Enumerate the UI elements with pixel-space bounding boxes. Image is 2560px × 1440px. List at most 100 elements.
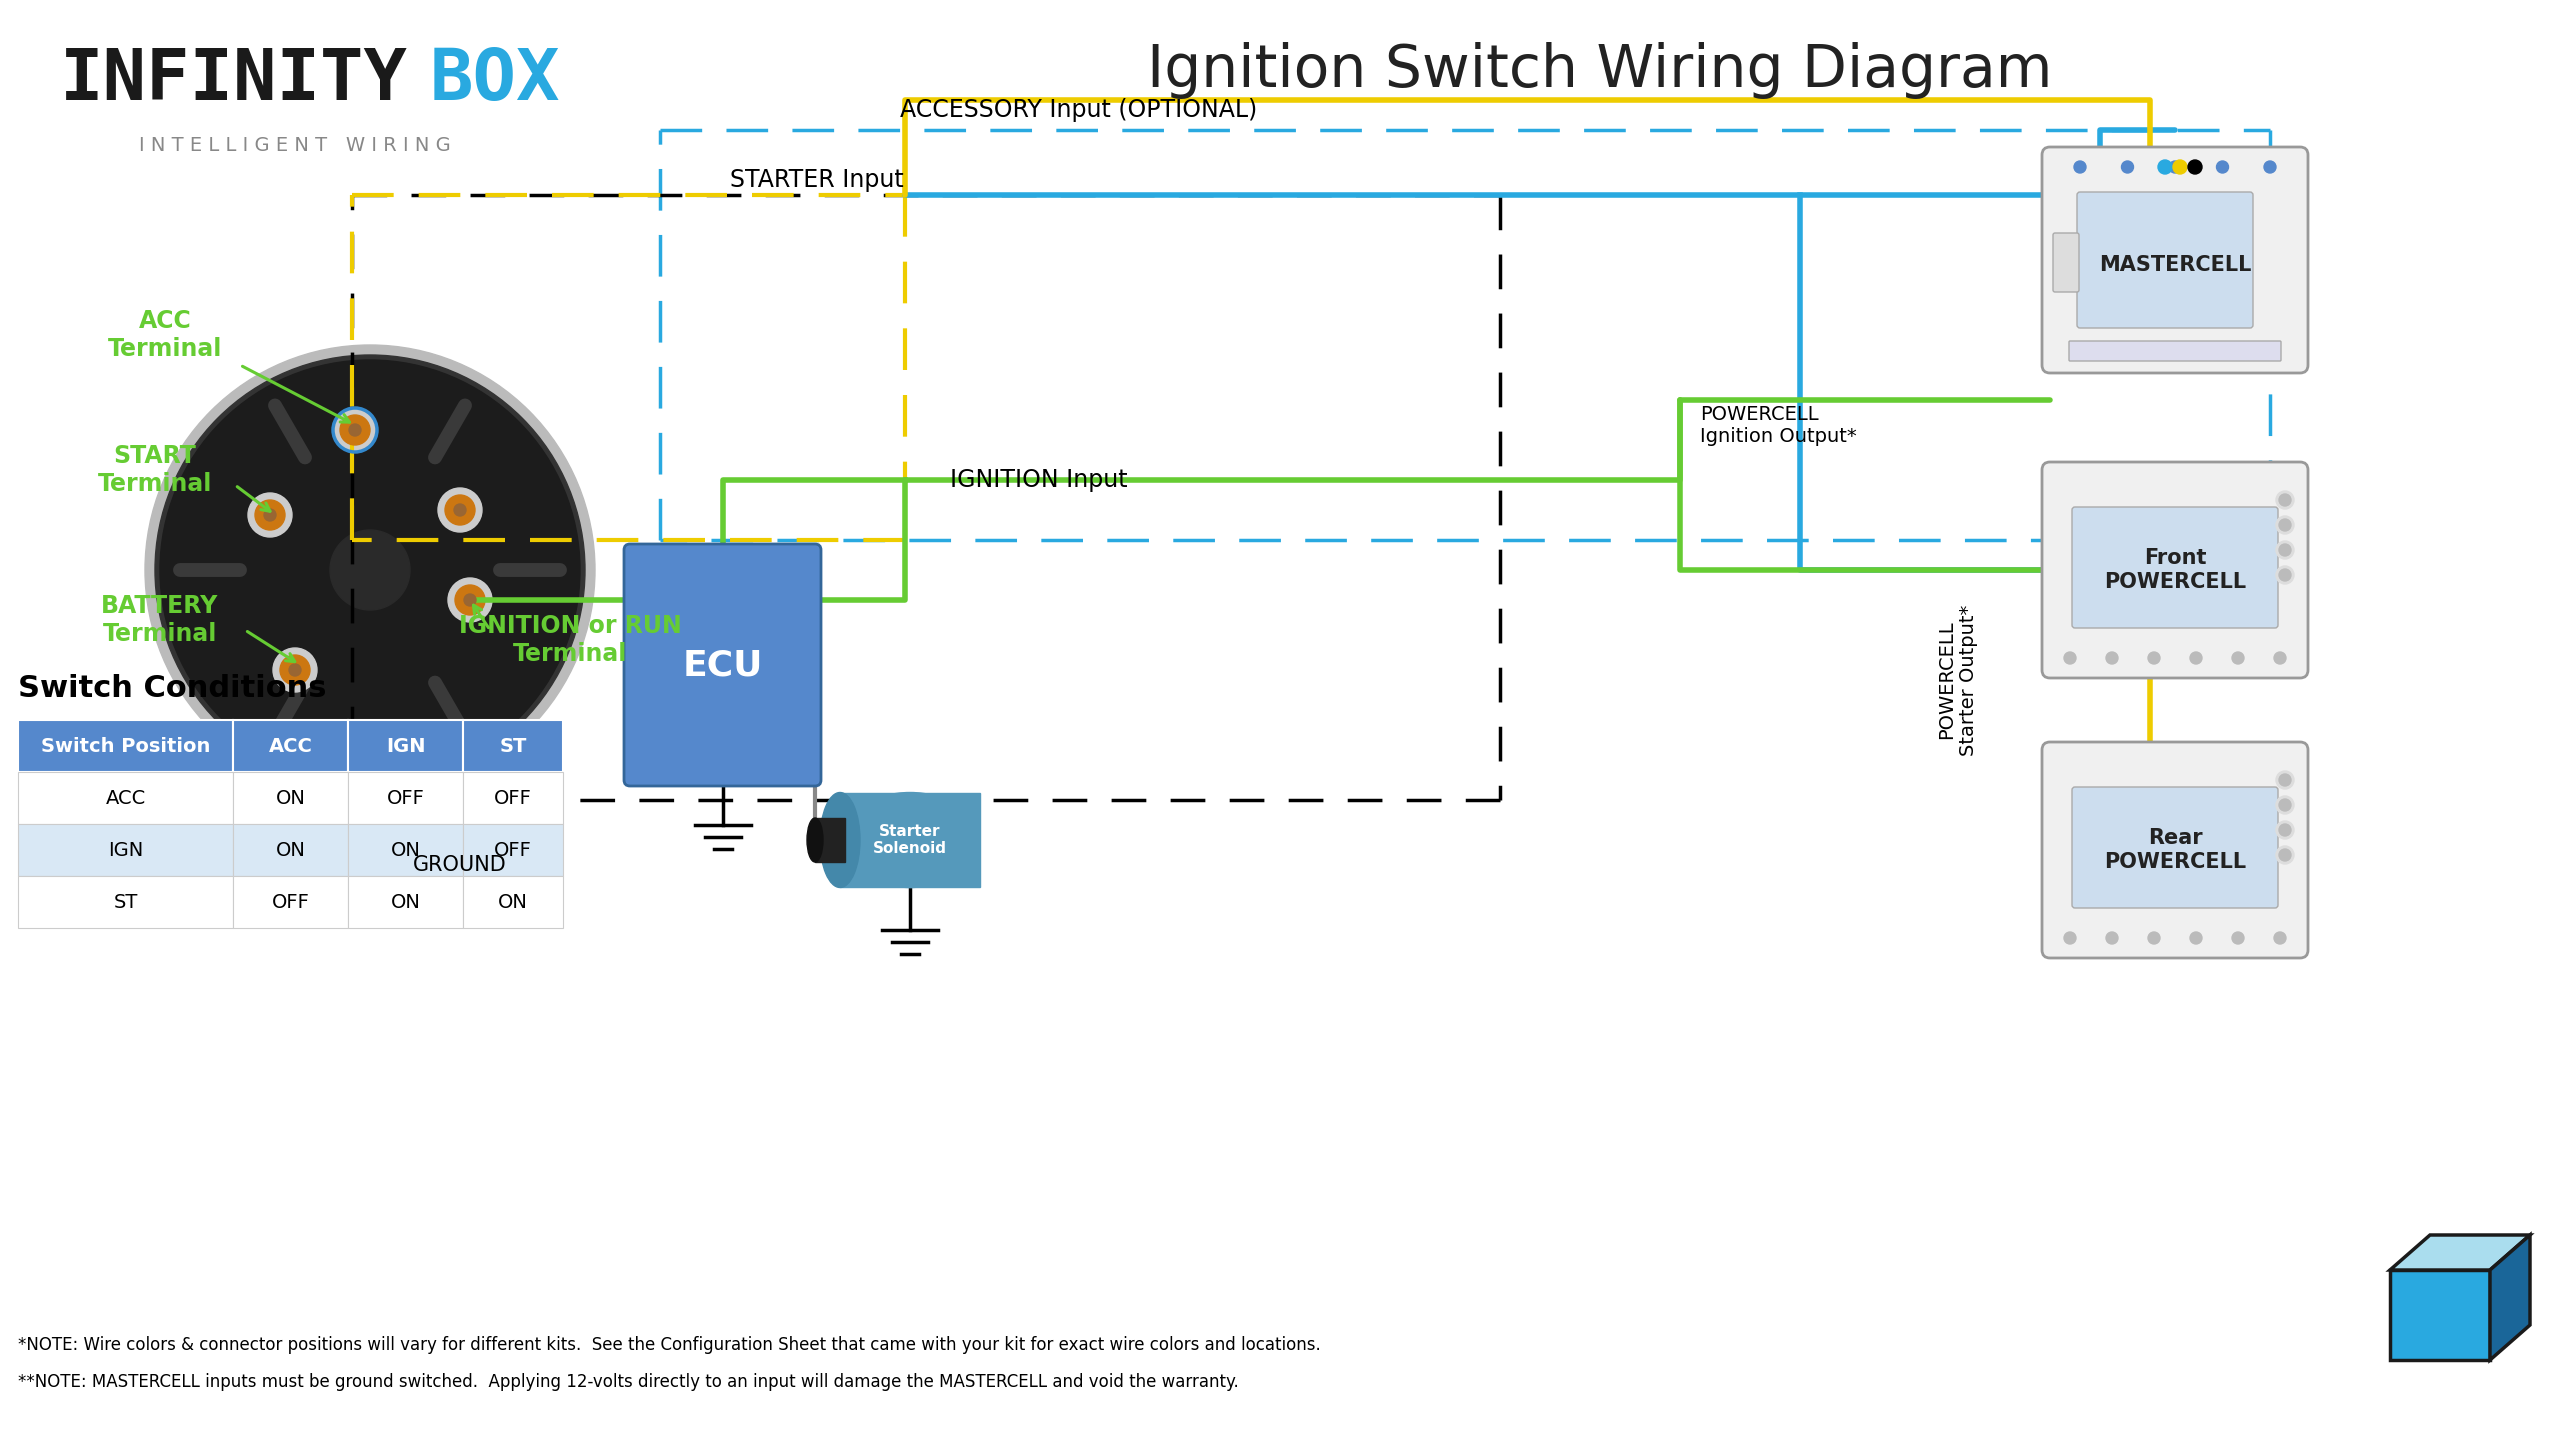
Bar [840,793,980,887]
Text: ST: ST [499,736,527,756]
Circle shape [2263,161,2276,173]
Text: Starter
Solenoid: Starter Solenoid [873,824,947,857]
Text: IGNITION Input: IGNITION Input [950,468,1126,492]
Text: INFINITY: INFINITY [59,46,407,115]
Text: Front
POWERCELL: Front POWERCELL [2104,549,2245,592]
FancyBboxPatch shape [2071,788,2278,909]
Circle shape [2189,160,2202,174]
Circle shape [2276,796,2294,814]
Text: Switch Conditions: Switch Conditions [18,674,328,703]
Bar [18,720,233,772]
Circle shape [2273,932,2286,945]
Circle shape [2189,652,2202,664]
Circle shape [2276,516,2294,534]
Bar [18,824,233,876]
Circle shape [2278,569,2291,580]
Text: ON: ON [276,789,305,808]
Circle shape [2122,161,2132,173]
Circle shape [2278,494,2291,505]
Circle shape [2276,847,2294,864]
Circle shape [279,655,310,685]
Circle shape [330,530,410,611]
Circle shape [2158,160,2171,174]
Circle shape [2148,652,2161,664]
Text: ON: ON [499,893,527,912]
Bar [463,876,563,927]
Circle shape [2276,770,2294,789]
Circle shape [146,346,594,795]
Circle shape [2173,160,2186,174]
FancyBboxPatch shape [2076,192,2253,328]
Circle shape [289,664,302,675]
Circle shape [2278,824,2291,837]
Text: ON: ON [276,841,305,860]
Circle shape [156,356,586,785]
Text: BOX: BOX [430,46,561,115]
Bar [233,876,348,927]
Text: GROUND: GROUND [412,855,507,876]
Circle shape [438,488,481,531]
Bar [348,772,463,824]
Polygon shape [2491,1236,2529,1359]
Text: IGN: IGN [108,841,143,860]
Circle shape [2189,932,2202,945]
Circle shape [2217,161,2230,173]
FancyBboxPatch shape [2068,341,2281,361]
Text: OFF: OFF [387,789,425,808]
Bar [18,876,233,927]
Text: OFF: OFF [271,893,310,912]
Bar [814,818,845,863]
Circle shape [2276,821,2294,840]
Circle shape [2148,932,2161,945]
Circle shape [333,408,376,452]
FancyBboxPatch shape [2043,147,2309,373]
Text: ACC: ACC [269,736,312,756]
Text: Rear
POWERCELL: Rear POWERCELL [2104,828,2245,871]
Text: MASTERCELL: MASTERCELL [2099,255,2250,275]
Text: BATTERY
Terminal: BATTERY Terminal [102,595,218,647]
Text: I N T E L L I G E N T   W I R I N G: I N T E L L I G E N T W I R I N G [138,135,451,154]
FancyBboxPatch shape [2053,233,2079,292]
Bar [463,720,563,772]
Circle shape [340,415,371,445]
Circle shape [456,585,484,615]
Circle shape [2063,932,2076,945]
Bar [348,720,463,772]
Circle shape [161,360,581,780]
Bar [348,824,463,876]
Circle shape [274,648,317,693]
Circle shape [348,423,361,436]
Circle shape [448,577,492,622]
Circle shape [445,495,476,526]
Ellipse shape [806,818,822,863]
Polygon shape [2391,1236,2529,1270]
Text: POWERCELL
Ignition Output*: POWERCELL Ignition Output* [1700,405,1856,445]
Circle shape [2168,161,2181,173]
FancyBboxPatch shape [625,544,822,786]
Circle shape [264,508,276,521]
Bar [18,772,233,824]
Text: START
Terminal: START Terminal [97,444,212,495]
Text: **NOTE: MASTERCELL inputs must be ground switched.  Applying 12-volts directly t: **NOTE: MASTERCELL inputs must be ground… [18,1372,1239,1391]
Circle shape [2232,932,2245,945]
Text: OFF: OFF [494,789,532,808]
Circle shape [2278,799,2291,811]
Circle shape [2276,541,2294,559]
Circle shape [453,504,466,516]
FancyBboxPatch shape [2071,507,2278,628]
Circle shape [248,492,292,537]
Bar [233,720,348,772]
Circle shape [2278,518,2291,531]
Text: ON: ON [392,841,420,860]
Circle shape [256,500,284,530]
Text: ACCESSORY Input (OPTIONAL): ACCESSORY Input (OPTIONAL) [901,98,1257,122]
Bar [463,824,563,876]
Bar [463,772,563,824]
FancyBboxPatch shape [2043,462,2309,678]
Ellipse shape [840,792,980,887]
Text: IGNITION or RUN
Terminal: IGNITION or RUN Terminal [458,613,681,665]
Circle shape [2278,775,2291,786]
Ellipse shape [819,792,860,887]
Bar [233,824,348,876]
Circle shape [2107,652,2117,664]
